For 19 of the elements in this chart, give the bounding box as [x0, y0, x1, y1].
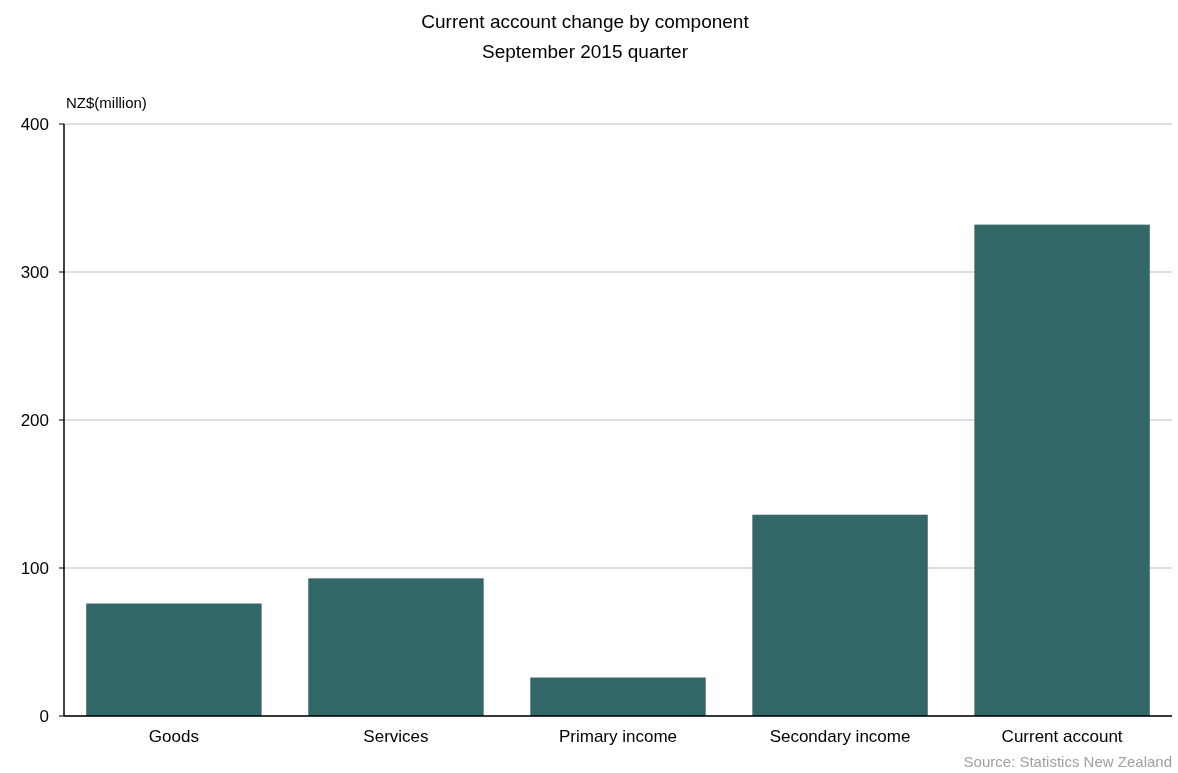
y-tick-label: 100 [20, 558, 49, 578]
x-tick-label: Primary income [558, 727, 678, 746]
bar [86, 603, 262, 716]
chart-subtitle: September 2015 quarter [482, 41, 689, 62]
x-tick-label: Secondary income [769, 727, 911, 746]
x-tick-label: Current account [1001, 727, 1123, 746]
y-tick-label: 300 [20, 262, 49, 282]
bar [308, 578, 484, 716]
x-tick-label: Services [363, 727, 429, 746]
bar [752, 514, 928, 716]
bar [974, 224, 1150, 716]
y-tick-label: 200 [20, 410, 49, 430]
source-note: Source: Statistics New Zealand [963, 753, 1172, 770]
x-tick-label: Goods [148, 727, 199, 746]
bar [530, 677, 706, 716]
y-axis-title: NZ$(million) [66, 94, 147, 111]
y-tick-label: 400 [20, 114, 49, 134]
chart-title: Current account change by component [421, 11, 750, 32]
y-tick-label: 0 [39, 706, 49, 726]
